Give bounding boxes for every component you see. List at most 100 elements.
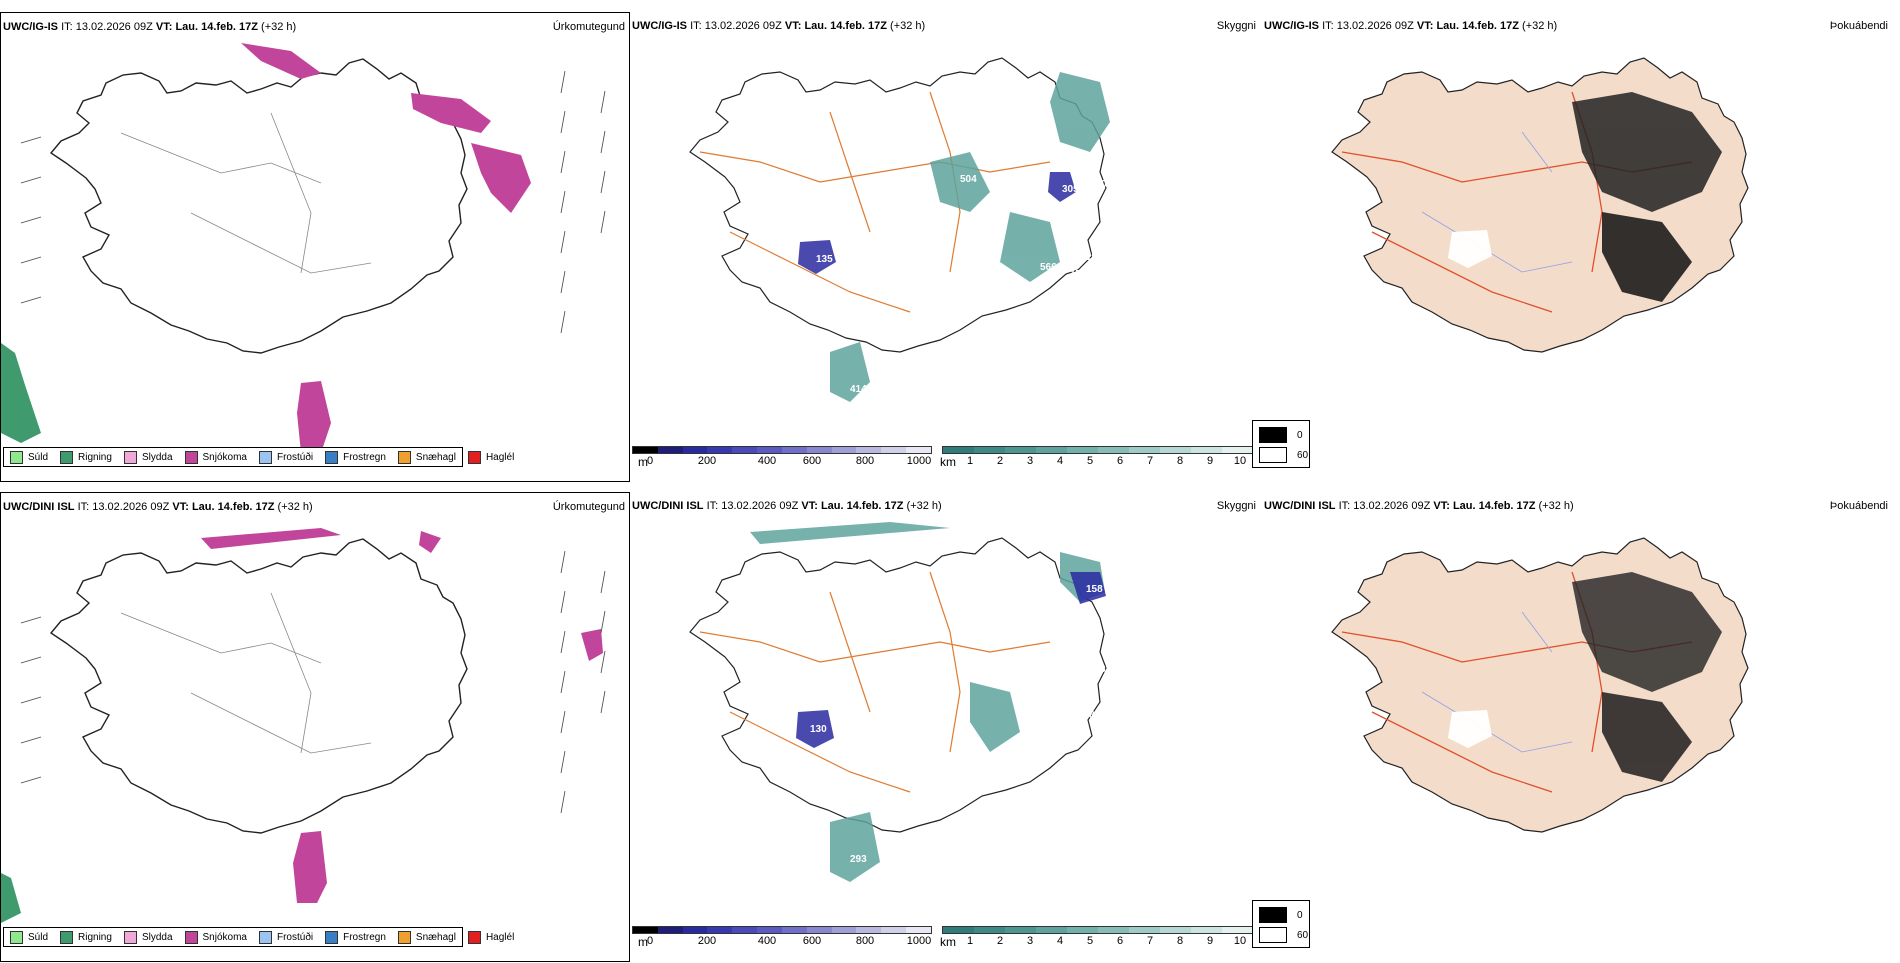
low-vis-areas — [830, 72, 1110, 402]
fog-legend-row: 60 — [1259, 447, 1308, 463]
legend-item: Frostúði — [258, 450, 313, 464]
height-unit: m — [638, 935, 648, 949]
visibility-tick: 6 — [1116, 935, 1124, 947]
visibility-tick: 4 — [1056, 455, 1064, 467]
visibility-tick: 10 — [1233, 455, 1247, 467]
legend-item: Frostúði — [258, 930, 313, 944]
height-tick: 0 — [646, 455, 654, 467]
precip-type-map — [1, 43, 606, 453]
snow-areas — [201, 528, 603, 903]
fog-legend: 0 60 — [1252, 900, 1310, 948]
vis-labels: 504 305 440 267 162 566 179 198 135 414 — [816, 174, 1117, 395]
visibility-map: 504 305 440 267 162 566 179 198 135 414 — [689, 57, 1117, 402]
panel-field-name: Þokuábendi — [1829, 500, 1888, 512]
low-vis-areas — [750, 522, 1105, 882]
visibility-colorbar-strip — [942, 926, 1254, 934]
visibility-map: 158 49 334 238 168 130 293 41 — [689, 522, 1117, 882]
vis-value: 179 — [1070, 269, 1087, 280]
visibility-tick: 1 — [966, 935, 974, 947]
vis-value: 267 — [980, 224, 997, 235]
height-tick: 1000 — [906, 455, 932, 467]
visibility-tick: 1 — [966, 455, 974, 467]
clear-areas — [1448, 710, 1492, 748]
visibility-tick: 5 — [1086, 455, 1094, 467]
vis-value: 566 — [1040, 262, 1057, 273]
vis-value: 41 — [776, 554, 788, 565]
panel-field-name: Þokuábendi — [1829, 20, 1888, 32]
height-tick: 200 — [697, 935, 717, 947]
panel-field-name: Úrkomutegund — [552, 21, 625, 33]
visibility-tick: 2 — [996, 455, 1004, 467]
vis-value: 130 — [810, 724, 827, 735]
legend-item: Rigning — [60, 450, 112, 464]
vis-value: 293 — [850, 854, 867, 865]
visibility-tick: 10 — [1233, 935, 1247, 947]
vis-value: 440 — [1090, 179, 1107, 190]
height-colorbar: m 0 200 400 600 800 1000 — [632, 446, 932, 469]
panel-field-name: Úrkomutegund — [552, 501, 625, 513]
vis-value: 162 — [1100, 234, 1117, 245]
panel-title: UWC/IG-IS IT: 13.02.2026 09Z VT: Lau. 14… — [3, 21, 297, 33]
visibility-tick: 2 — [996, 935, 1004, 947]
visibility-panel-bottom: UWC/DINI ISL IT: 13.02.2026 09Z VT: Lau.… — [630, 492, 1260, 962]
height-colorbar-strip — [632, 926, 932, 934]
wind-barbs — [20, 70, 606, 334]
fog-legend-row: 0 — [1259, 907, 1303, 923]
legend-item: Frostregn — [325, 930, 386, 944]
legend-item: Snjókoma — [184, 930, 247, 944]
visibility-tick: 9 — [1206, 455, 1214, 467]
height-colorbar-strip — [632, 446, 932, 454]
visibility-colorbar: km 1 2 3 4 5 6 7 8 9 10 — [940, 446, 1254, 469]
vis-value: 504 — [960, 174, 977, 185]
clear-areas — [1448, 230, 1492, 268]
legend-item: Snæhagl — [397, 450, 456, 464]
visibility-tick: 5 — [1086, 935, 1094, 947]
snow-areas — [241, 43, 531, 453]
vis-value: 135 — [816, 254, 833, 265]
vis-value: 334 — [1100, 664, 1117, 675]
height-tick: 800 — [855, 455, 875, 467]
height-tick: 1000 — [906, 935, 932, 947]
visibility-unit: km — [940, 935, 956, 949]
visibility-tick: 9 — [1206, 935, 1214, 947]
visibility-tick: 8 — [1176, 935, 1184, 947]
vis-value: 414 — [850, 384, 867, 395]
height-colorbar: m 0 200 400 600 800 1000 — [632, 926, 932, 949]
height-unit: m — [638, 455, 648, 469]
fog-panel-bottom: UWC/DINI ISL IT: 13.02.2026 09Z VT: Lau.… — [1252, 492, 1892, 962]
legend-item: Haglél — [467, 450, 514, 464]
vis-value: 198 — [1086, 252, 1103, 263]
vis-value: 158 — [1086, 584, 1103, 595]
legend-item: Snjókoma — [184, 450, 247, 464]
visibility-tick: 4 — [1056, 935, 1064, 947]
fog-legend-row: 0 — [1259, 427, 1303, 443]
rain-areas — [1, 873, 21, 923]
rain-areas — [1, 343, 41, 443]
panel-field-name: Skyggni — [1216, 20, 1256, 32]
height-tick: 600 — [802, 455, 822, 467]
low-height-areas — [796, 572, 1106, 748]
legend-item: Súld — [10, 930, 48, 944]
visibility-panel-top: UWC/IG-IS IT: 13.02.2026 09Z VT: Lau. 14… — [630, 12, 1260, 482]
wind-barbs — [20, 550, 606, 814]
fog-map — [1331, 537, 1749, 833]
legend-item: Slydda — [123, 450, 173, 464]
panel-title: UWC/DINI ISL IT: 13.02.2026 09Z VT: Lau.… — [3, 501, 313, 513]
legend-item: Haglél — [467, 930, 514, 944]
vis-labels: 158 49 334 238 168 130 293 41 — [776, 554, 1117, 865]
precip-type-panel-bottom: UWC/DINI ISL IT: 13.02.2026 09Z VT: Lau.… — [0, 492, 630, 962]
low-height-areas — [798, 172, 1076, 274]
precip-type-legend: Súld Rigning Slydda Snjókoma Frostúði Fr… — [3, 927, 514, 947]
legend-item: Snæhagl — [397, 930, 456, 944]
visibility-tick: 8 — [1176, 455, 1184, 467]
visibility-tick: 7 — [1146, 455, 1154, 467]
fog-areas — [1572, 92, 1722, 302]
visibility-tick: 3 — [1026, 935, 1034, 947]
legend-item: Súld — [10, 450, 48, 464]
panel-title: UWC/DINI ISL IT: 13.02.2026 09Z VT: Lau.… — [632, 500, 942, 512]
precip-type-legend: Súld Rigning Slydda Snjókoma Frostúði Fr… — [3, 447, 514, 467]
vis-value: 168 — [1096, 724, 1113, 735]
visibility-tick: 3 — [1026, 455, 1034, 467]
fog-map — [1331, 57, 1749, 353]
visibility-unit: km — [940, 455, 956, 469]
